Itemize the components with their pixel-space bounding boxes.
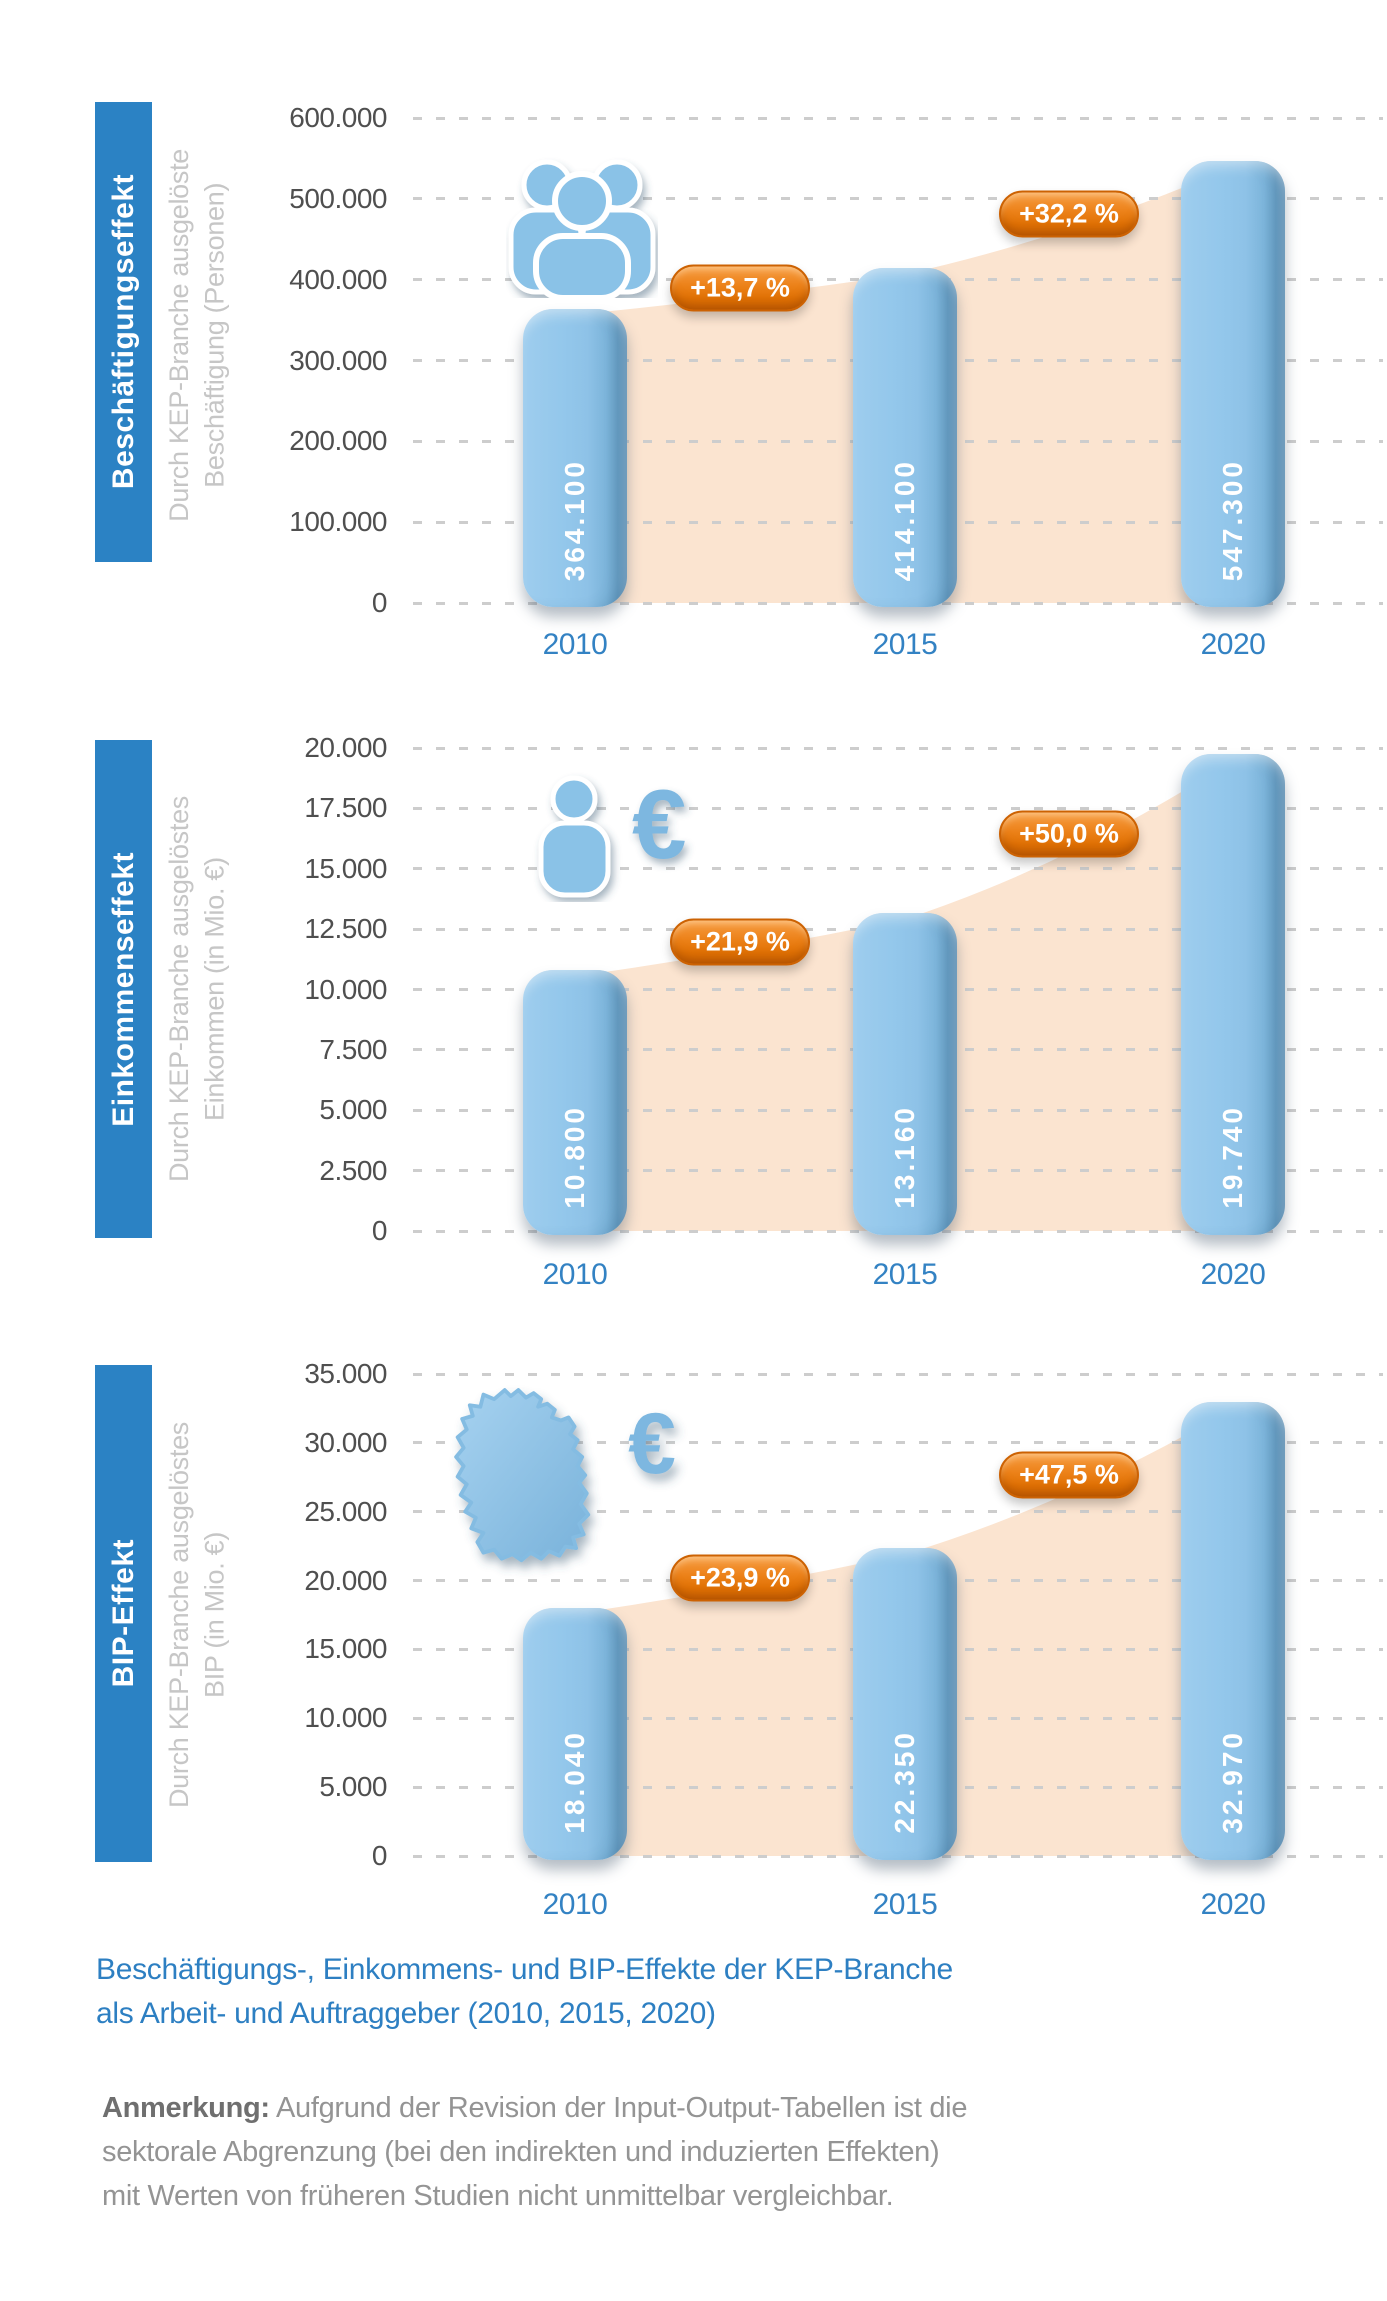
euro-symbol: € [632, 769, 687, 879]
note-label: Anmerkung: [102, 2092, 270, 2124]
y-tick-label: 5.000 [319, 1771, 387, 1803]
bar-2020: 32.970 [1181, 1401, 1285, 1860]
bar-value-label: 18.040 [559, 1730, 590, 1834]
germany-map-euro-icon: € [454, 1388, 676, 1563]
y-tick-label: 0 [371, 1840, 388, 1871]
y-tick-label: 200.000 [289, 425, 387, 457]
y-tick-label: 25.000 [304, 1495, 387, 1527]
note-line1: Aufgrund der Revision der Input-Output-T… [275, 2092, 968, 2124]
y-tick-label: 5.000 [319, 1094, 387, 1126]
gridline [413, 116, 1383, 120]
y-tick-label: 300.000 [289, 344, 387, 376]
category-band-bip-effekt: BIP-Effekt [95, 1365, 152, 1862]
germany-map-shape [454, 1388, 591, 1563]
bar-2015: 414.100 [853, 268, 957, 607]
x-axis-year-label: 2015 [872, 1888, 938, 1921]
band-label: Einkommenseffekt [106, 851, 140, 1127]
x-axis-year-label: 2020 [1200, 628, 1266, 661]
y-tick-label: 15.000 [304, 852, 387, 884]
figure-caption: Beschäftigungs-, Einkommens- und BIP-Eff… [96, 1948, 1076, 2036]
note-line2: sektorale Abgrenzung (bei den indirekten… [102, 2136, 940, 2168]
y-tick-label: 0 [371, 1215, 388, 1246]
gridline [413, 806, 1383, 810]
x-axis-year-label: 2015 [872, 628, 938, 661]
y-axis-description-1: Durch KEP-Branche ausgelöste Beschäftigu… [148, 110, 248, 560]
people-group-icon [508, 159, 656, 298]
gridline [413, 746, 1383, 750]
y-tick-label: 2.500 [319, 1154, 387, 1186]
growth-badge: +32,2 % [999, 190, 1139, 238]
y-tick-label: 100.000 [289, 506, 387, 538]
bar-value-label: 32.970 [1217, 1730, 1248, 1834]
y-axis-description-3: Durch KEP-Branche ausgelöstes BIP (in Mi… [148, 1374, 248, 1856]
gridline [413, 1510, 1383, 1514]
growth-badge: +13,7 % [670, 264, 810, 312]
axis-desc-line2: BIP (in Mio. €) [200, 1531, 230, 1699]
y-tick-label: 30.000 [304, 1426, 387, 1458]
gridline [413, 197, 1383, 201]
y-tick-label: 12.500 [304, 913, 387, 945]
growth-badge: +21,9 % [670, 918, 810, 966]
gridline [413, 1441, 1383, 1445]
note-line3: mit Werten von früheren Studien nicht un… [102, 2180, 894, 2212]
category-band-einkommenseffekt: Einkommenseffekt [95, 740, 152, 1238]
y-tick-label: 7.500 [319, 1033, 387, 1065]
gridline [413, 867, 1383, 871]
axis-desc-line1: Durch KEP-Branche ausgelöstes [164, 796, 195, 1183]
bar-2020: 547.300 [1181, 160, 1285, 607]
bar-2020: 19.740 [1181, 754, 1285, 1235]
bar-2015: 22.350 [853, 1548, 957, 1860]
bar-2010: 18.040 [523, 1607, 627, 1860]
bar-value-label: 22.350 [889, 1730, 920, 1834]
gridline [413, 1372, 1383, 1376]
caption-line1: Beschäftigungs-, Einkommens- und BIP-Eff… [96, 1953, 953, 1986]
y-tick-label: 600.000 [289, 102, 387, 133]
x-axis-year-label: 2015 [872, 1258, 938, 1291]
y-axis-description-2: Durch KEP-Branche ausgelöstes Einkommen … [148, 748, 248, 1231]
bar-2015: 13.160 [853, 913, 957, 1235]
caption-line2: als Arbeit- und Auftraggeber (2010, 2015… [96, 1997, 716, 2030]
y-tick-label: 20.000 [304, 1564, 387, 1596]
euro-symbol: € [628, 1396, 676, 1492]
axis-desc-line1: Durch KEP-Branche ausgelöste [164, 148, 195, 522]
figure-note: Anmerkung: Aufgrund der Revision der Inp… [102, 2086, 1102, 2218]
y-tick-label: 15.000 [304, 1633, 387, 1665]
x-axis-year-label: 2020 [1200, 1888, 1266, 1921]
y-tick-label: 17.500 [304, 792, 387, 824]
axis-desc-line1: Durch KEP-Branche ausgelöstes [164, 1421, 195, 1808]
x-axis-year-label: 2010 [542, 628, 608, 661]
growth-badge: +50,0 % [999, 810, 1139, 858]
y-tick-label: 10.000 [304, 973, 387, 1005]
band-label: Beschäftigungseffekt [106, 174, 140, 490]
category-band-beschaeftigungseffekt: Beschäftigungseffekt [95, 102, 152, 562]
x-axis-year-label: 2010 [542, 1258, 608, 1291]
y-tick-label: 20.000 [304, 732, 387, 763]
x-axis-year-label: 2010 [542, 1888, 608, 1921]
bar-2010: 364.100 [523, 308, 627, 607]
y-tick-label: 35.000 [304, 1358, 387, 1389]
y-tick-label: 400.000 [289, 263, 387, 295]
y-tick-label: 0 [371, 587, 388, 618]
x-axis-year-label: 2020 [1200, 1258, 1266, 1291]
axis-desc-line2: Beschäftigung (Personen) [200, 182, 230, 488]
axis-desc-line2: Einkommen (in Mio. €) [200, 857, 230, 1122]
y-tick-label: 10.000 [304, 1702, 387, 1734]
y-tick-label: 500.000 [289, 182, 387, 214]
person-euro-icon: € [538, 769, 687, 898]
band-label: BIP-Effekt [106, 1539, 140, 1688]
growth-badge: +47,5 % [999, 1451, 1139, 1499]
growth-badge: +23,9 % [670, 1554, 810, 1602]
bar-2010: 10.800 [523, 970, 627, 1235]
